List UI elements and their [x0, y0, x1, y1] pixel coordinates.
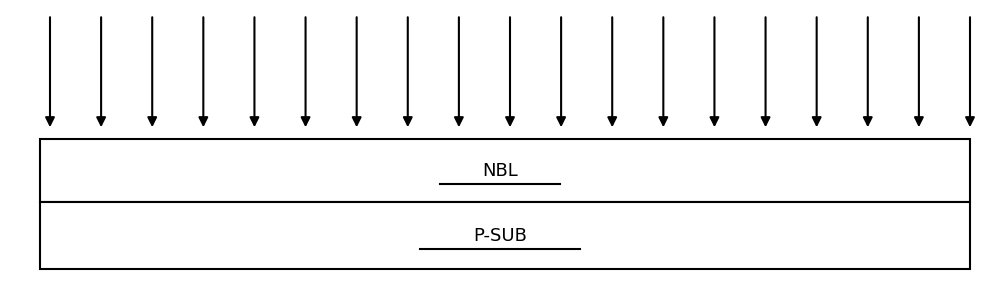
Text: P-SUB: P-SUB [473, 227, 527, 244]
Text: NBL: NBL [482, 162, 518, 179]
Bar [40, 202, 970, 269]
Bar [40, 139, 970, 202]
